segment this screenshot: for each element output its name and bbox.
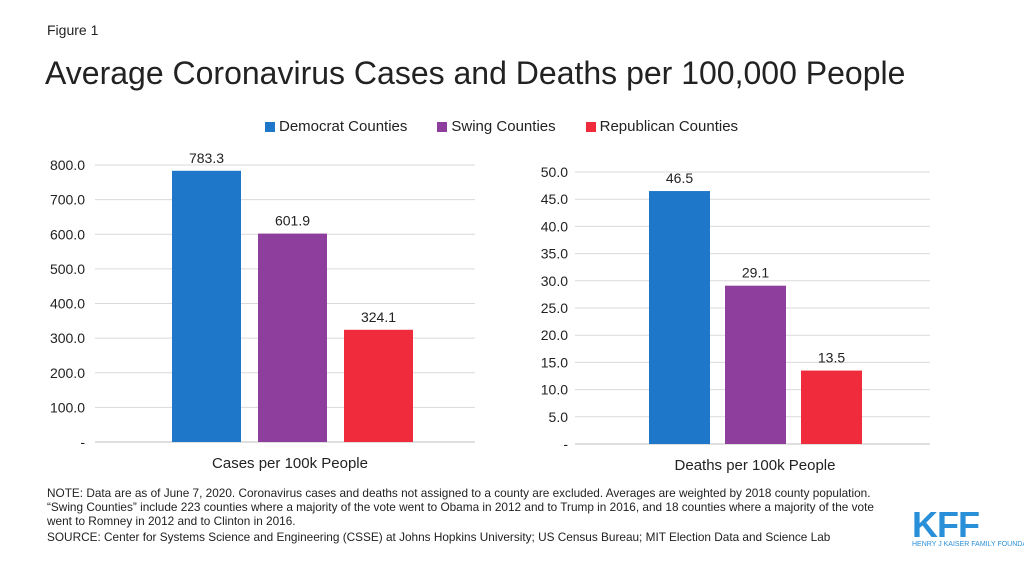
legend-item-republican: Republican Counties — [585, 118, 739, 135]
cases-ytick-label: 100.0 — [50, 399, 85, 415]
cases-data-label: 324.1 — [361, 309, 396, 325]
deaths-data-label: 46.5 — [666, 170, 693, 186]
legend-label-swing: Swing Counties — [451, 118, 556, 135]
deaths-bar-democrat — [649, 191, 710, 444]
deaths-xaxis-label: Deaths per 100k People — [675, 457, 836, 474]
cases-bar-swing — [258, 233, 327, 442]
deaths-ytick-label: 50.0 — [541, 164, 568, 180]
note-text: NOTE: Data are as of June 7, 2020. Coron… — [47, 486, 874, 528]
deaths-ytick-label: 35.0 — [541, 246, 568, 262]
legend-swatch-democrat — [265, 121, 275, 132]
chart-legend: Democrat Counties Swing Counties Republi… — [265, 118, 738, 135]
cases-ytick-label: 400.0 — [50, 296, 85, 312]
deaths-ytick-label: 45.0 — [541, 191, 568, 207]
cases-ytick-label: 600.0 — [50, 226, 85, 242]
deaths-ytick-label: 20.0 — [541, 327, 568, 343]
legend-label-democrat: Democrat Counties — [279, 118, 408, 135]
cases-xaxis-label: Cases per 100k People — [212, 455, 368, 472]
legend-swatch-swing — [437, 121, 448, 132]
logo-mark: KFF — [912, 504, 980, 545]
deaths-ytick-label: 15.0 — [541, 354, 568, 370]
deaths-ytick-label: 10.0 — [541, 382, 568, 398]
deaths-data-label: 29.1 — [742, 265, 769, 281]
deaths-ytick-label: 30.0 — [541, 273, 568, 289]
cases-data-label: 601.9 — [275, 213, 310, 229]
deaths-bar-swing — [725, 285, 786, 444]
cases-bar-republican — [344, 329, 413, 442]
cases-ytick-label: - — [80, 434, 85, 450]
footnote: NOTE: Data are as of June 7, 2020. Coron… — [47, 486, 887, 546]
cases-ytick-label: 500.0 — [50, 261, 85, 277]
figure-label: Figure 1 — [47, 22, 99, 38]
deaths-ytick-label: 25.0 — [541, 300, 568, 316]
cases-bar-democrat — [172, 170, 241, 442]
legend-swatch-republican — [585, 121, 596, 132]
cases-ytick-label: 200.0 — [50, 365, 85, 381]
cases-ytick-label: 700.0 — [50, 192, 85, 208]
deaths-ytick-label: - — [563, 436, 568, 452]
legend-item-democrat: Democrat Counties — [265, 118, 407, 135]
kff-logo: KFF Henry J Kaiser Family Foundation — [912, 504, 1024, 549]
deaths-ytick-label: 40.0 — [541, 218, 568, 234]
cases-ytick-label: 800.0 — [50, 157, 85, 173]
cases-data-label: 783.3 — [189, 150, 224, 166]
logo-subtitle: Henry J Kaiser Family Foundation — [912, 541, 1024, 548]
legend-item-swing: Swing Counties — [437, 118, 556, 135]
legend-label-republican: Republican Counties — [599, 118, 739, 135]
cases-ytick-label: 300.0 — [50, 330, 85, 346]
deaths-ytick-label: 5.0 — [549, 409, 569, 425]
page-title: Average Coronavirus Cases and Deaths per… — [45, 55, 906, 91]
deaths-bar-republican — [801, 370, 862, 444]
source-text: SOURCE: Center for Systems Science and E… — [47, 530, 831, 544]
deaths-data-label: 13.5 — [818, 350, 845, 366]
